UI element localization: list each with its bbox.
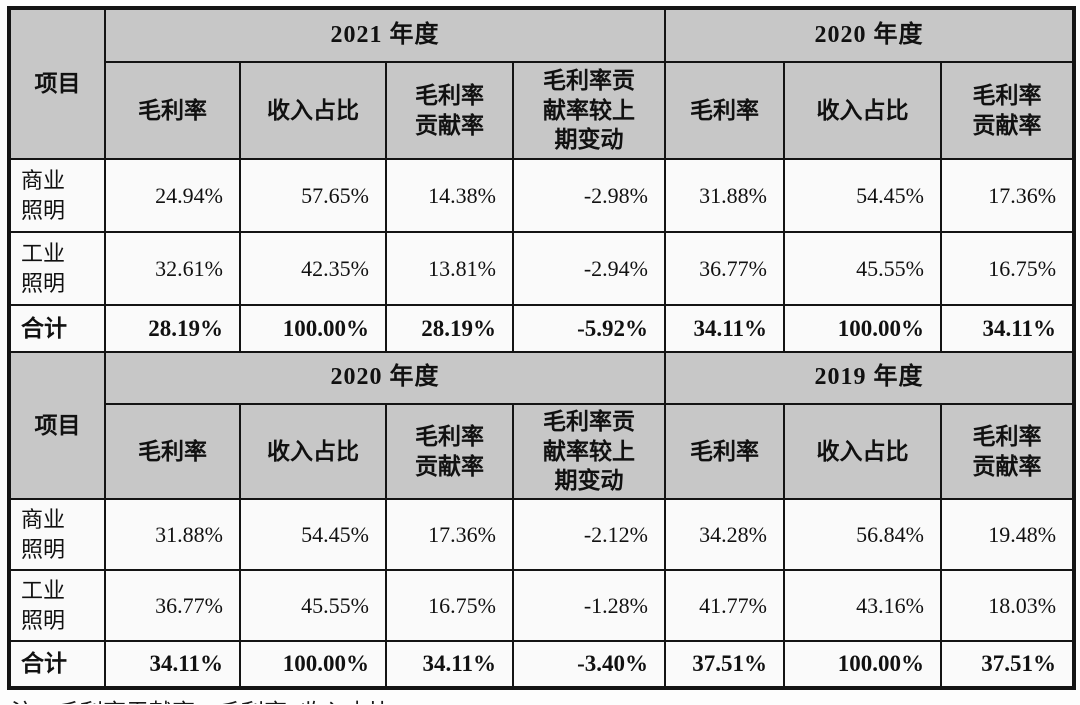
value-cell: 34.11% [939,304,1076,353]
section1-subheader-row: 毛利率 收入占比 毛利率 贡献率 毛利率贡 献率较上 期变动 毛利率 收入占比 … [9,61,1076,160]
row-label: 商业 照明 [8,158,106,233]
value-cell: 100.00% [783,304,942,353]
section1-col-margin-contribution: 毛利率 贡献率 [385,61,514,160]
value-cell: -3.40% [512,640,666,689]
value-cell: -2.12% [512,498,666,571]
section2-col-revenue-share-prior: 收入占比 [783,403,942,500]
value-cell: 16.75% [939,231,1076,306]
section2-row-industrial-lighting: 工业 照明 36.77% 45.55% 16.75% -1.28% 41.77%… [8,569,1076,642]
section1-year-left: 2021 年度 [104,7,666,63]
section1-col-margin-contribution-prior: 毛利率 贡献率 [939,61,1076,160]
section2-col-contribution-change: 毛利率贡 献率较上 期变动 [512,403,666,500]
value-cell: -5.92% [512,304,666,353]
value-cell: 100.00% [239,304,387,353]
section2-year-header-row: 项目 2020 年度 2019 年度 [8,351,1076,500]
row-label: 工业 照明 [8,231,106,306]
value-cell: -2.98% [512,158,666,233]
section2-row-commercial-lighting: 商业 照明 31.88% 54.45% 17.36% -2.12% 34.28%… [8,498,1076,571]
value-cell: 34.11% [104,640,241,689]
value-cell: 17.36% [939,158,1076,233]
value-cell: 42.35% [239,231,387,306]
value-cell: 43.16% [783,569,942,642]
row-label: 商业 照明 [8,498,106,571]
value-cell: 19.48% [939,498,1076,571]
value-cell: 34.28% [664,498,785,571]
section1-col-gross-margin-prior: 毛利率 [664,61,785,160]
value-cell: 34.11% [664,304,785,353]
section2-col-gross-margin: 毛利率 [104,403,241,500]
value-cell: 16.75% [385,569,514,642]
gross-margin-table: 项目 2021 年度 2020 年度 毛利率 收入占比 毛利率 贡献率 毛利率贡… [7,6,1077,690]
value-cell: 37.51% [664,640,785,689]
section2-year-right: 2019 年度 [663,351,1076,405]
section2-item-header: 项目 [8,351,106,500]
section1-row-industrial-lighting: 工业 照明 32.61% 42.35% 13.81% -2.94% 36.77%… [8,231,1076,306]
section2-col-revenue-share: 收入占比 [239,403,387,500]
section1-col-revenue-share-prior: 收入占比 [783,61,942,160]
section2-total-row: 合计 34.11% 100.00% 34.11% -3.40% 37.51% 1… [8,640,1076,689]
section2-col-gross-margin-prior: 毛利率 [664,403,785,500]
value-cell: 37.51% [939,640,1076,689]
value-cell: 41.77% [664,569,785,642]
value-cell: 36.77% [664,231,785,306]
value-cell: 17.36% [385,498,514,571]
value-cell: 100.00% [239,640,387,689]
row-label: 工业 照明 [8,569,106,642]
value-cell: 45.55% [783,231,942,306]
value-cell: 31.88% [104,498,241,571]
value-cell: 32.61% [104,231,241,306]
value-cell: 100.00% [783,640,942,689]
value-cell: 24.94% [104,158,241,233]
value-cell: 28.19% [385,304,514,353]
section1-col-revenue-share: 收入占比 [239,61,387,160]
value-cell: 28.19% [104,304,241,353]
section1-year-right: 2020 年度 [663,7,1076,63]
value-cell: -2.94% [512,231,666,306]
value-cell: 13.81% [385,231,514,306]
section1-item-header: 项目 [8,7,106,160]
section1-col-gross-margin: 毛利率 [104,61,241,160]
value-cell: 36.77% [104,569,241,642]
value-cell: 54.45% [783,158,942,233]
section2-subheader-row: 毛利率 收入占比 毛利率 贡献率 毛利率贡 献率较上 期变动 毛利率 收入占比 … [9,403,1076,500]
value-cell: 31.88% [664,158,785,233]
value-cell: 34.11% [385,640,514,689]
section1-year-header-row: 项目 2021 年度 2020 年度 [8,7,1076,160]
value-cell: 54.45% [239,498,387,571]
section1-col-contribution-change: 毛利率贡 献率较上 期变动 [512,61,666,160]
total-row-label: 合计 [8,304,106,353]
value-cell: 45.55% [239,569,387,642]
section2-year-left: 2020 年度 [104,351,666,405]
value-cell: 56.84% [783,498,942,571]
section1-row-commercial-lighting: 商业 照明 24.94% 57.65% 14.38% -2.98% 31.88%… [8,158,1076,233]
value-cell: 18.03% [939,569,1076,642]
section2-col-margin-contribution-prior: 毛利率 贡献率 [939,403,1076,500]
value-cell: 14.38% [385,158,514,233]
section2-col-margin-contribution: 毛利率 贡献率 [385,403,514,500]
value-cell: 57.65% [239,158,387,233]
value-cell: -1.28% [512,569,666,642]
total-row-label: 合计 [8,640,106,689]
section1-total-row: 合计 28.19% 100.00% 28.19% -5.92% 34.11% 1… [8,304,1076,353]
